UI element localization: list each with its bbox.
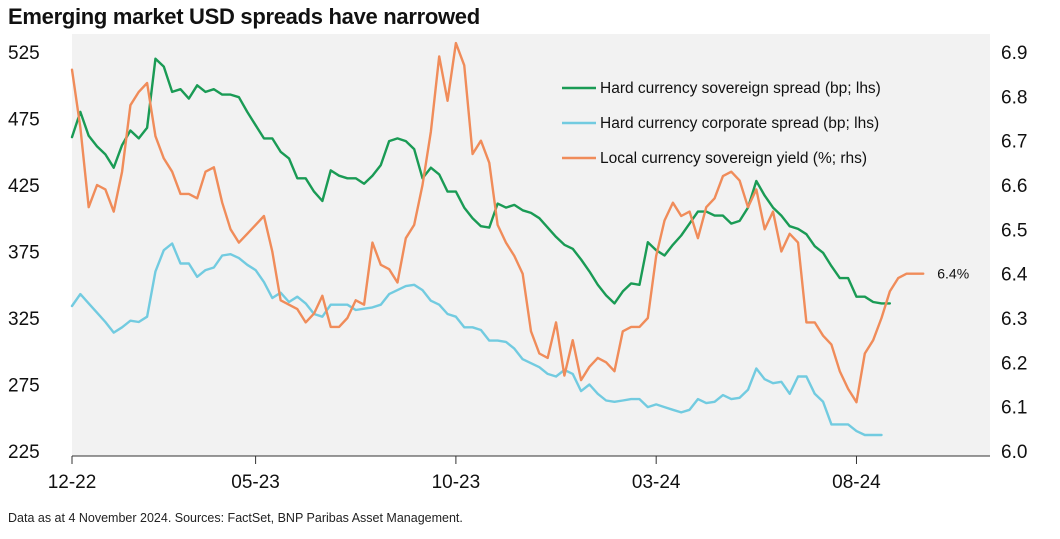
legend: Hard currency sovereign spread (bp; lhs)… [562, 80, 881, 167]
series-line-2 [70, 242, 883, 437]
y-right-tick-label: 6.1 [1001, 398, 1027, 419]
legend-label: Hard currency sovereign spread (bp; lhs) [600, 80, 881, 97]
y-left-tick-label: 225 [8, 442, 40, 463]
source-note: Data as at 4 November 2024. Sources: Fac… [8, 511, 463, 525]
y-right-tick-label: 6.3 [1001, 309, 1027, 330]
series-line-3 [70, 41, 925, 404]
plot-area [72, 34, 990, 456]
y-right-tick-label: 6.7 [1001, 132, 1027, 153]
x-tick-label: 03-24 [632, 472, 681, 493]
y-axis-left: 525 475 425 375 325 275 225 [8, 43, 40, 463]
legend-label: Local currency sovereign yield (%; rhs) [600, 150, 867, 167]
y-right-tick-label: 6.2 [1001, 353, 1027, 374]
y-right-tick-label: 6.9 [1001, 43, 1027, 64]
y-left-tick-label: 375 [8, 243, 40, 264]
y-right-tick-label: 6.0 [1001, 442, 1027, 463]
x-axis: 12-22 05-23 10-23 03-24 08-24 [48, 455, 990, 493]
chart-title: Emerging market USD spreads have narrowe… [8, 4, 480, 29]
y-left-tick-label: 275 [8, 376, 40, 397]
y-axis-right: 6.9 6.8 6.7 6.6 6.5 6.4 6.3 6.2 6.1 6.0 [1001, 43, 1028, 463]
y-right-tick-label: 6.8 [1001, 87, 1027, 108]
y-right-tick-label: 6.6 [1001, 176, 1027, 197]
y-right-tick-label: 6.4 [1001, 265, 1028, 286]
x-tick-label: 12-22 [48, 472, 97, 493]
end-value-annotation: 6.4% [937, 266, 969, 282]
series-layer [70, 41, 925, 437]
x-tick-label: 05-23 [231, 472, 280, 493]
y-left-tick-label: 425 [8, 176, 40, 197]
legend-label: Hard currency corporate spread (bp; lhs) [600, 115, 879, 132]
series-line-1 [70, 57, 892, 305]
y-left-tick-label: 525 [8, 43, 40, 64]
x-tick-label: 10-23 [432, 472, 481, 493]
y-right-tick-label: 6.5 [1001, 220, 1027, 241]
x-tick-label: 08-24 [832, 472, 881, 493]
y-left-tick-label: 475 [8, 110, 40, 131]
y-left-tick-label: 325 [8, 309, 40, 330]
